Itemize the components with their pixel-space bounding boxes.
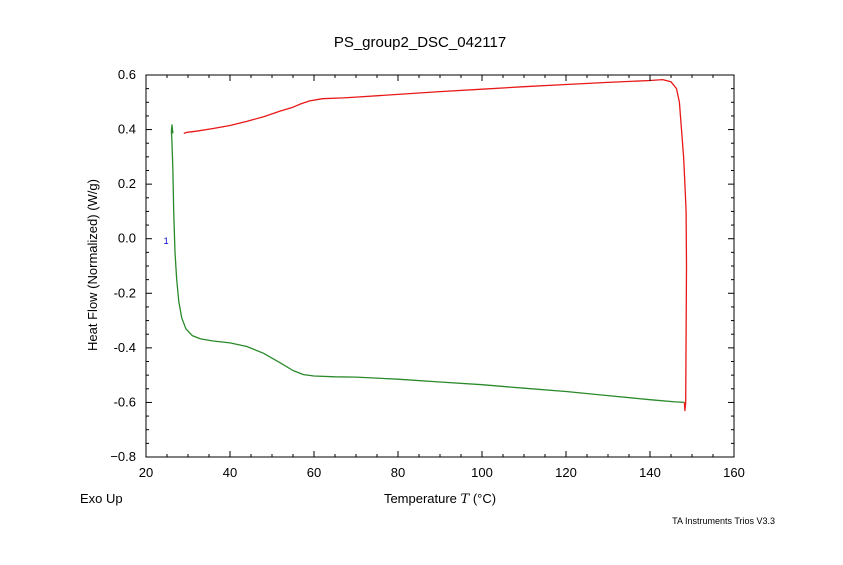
x-axis-label-prefix: Temperature <box>384 491 461 506</box>
series-line-2 <box>183 78 688 412</box>
y-tick-label: 0.2 <box>118 176 136 191</box>
y-tick-label: 0.0 <box>118 231 136 246</box>
y-axis-label: Heat Flow (Normalized) (W/g) <box>85 179 100 351</box>
y-tick-label: −0.8 <box>110 449 136 464</box>
x-tick-label: 100 <box>471 465 493 480</box>
x-tick-label: 60 <box>307 465 321 480</box>
x-axis: 20 40 60 80 100 120 140 160 <box>139 75 745 480</box>
x-tick-label: 160 <box>723 465 745 480</box>
software-label: TA Instruments Trios V3.3 <box>672 516 775 526</box>
y-tick-label: -0.2 <box>114 285 136 300</box>
series-layer: 1 <box>164 78 688 412</box>
y-tick-label: -0.6 <box>114 394 136 409</box>
y-tick-label: 0.4 <box>118 122 136 137</box>
y-tick-label: -0.4 <box>114 340 136 355</box>
y-axis: −0.8 -0.6 -0.4 -0.2 0.0 0.2 0.4 0.6 <box>110 67 734 464</box>
x-tick-label: 140 <box>639 465 661 480</box>
x-axis-label: Temperature T (°C) <box>384 491 496 507</box>
y-tick-label: 0.6 <box>118 67 136 82</box>
x-tick-label: 20 <box>139 465 153 480</box>
x-tick-label: 120 <box>555 465 577 480</box>
annotation-marker: 1 <box>164 236 169 246</box>
exo-up-label: Exo Up <box>80 491 123 506</box>
x-tick-label: 80 <box>391 465 405 480</box>
x-tick-label: 40 <box>223 465 237 480</box>
chart-title: PS_group2_DSC_042117 <box>334 34 506 51</box>
x-axis-label-symbol: T <box>461 492 471 507</box>
series-line-1 <box>170 124 685 404</box>
x-axis-label-unit: (°C) <box>469 491 496 506</box>
